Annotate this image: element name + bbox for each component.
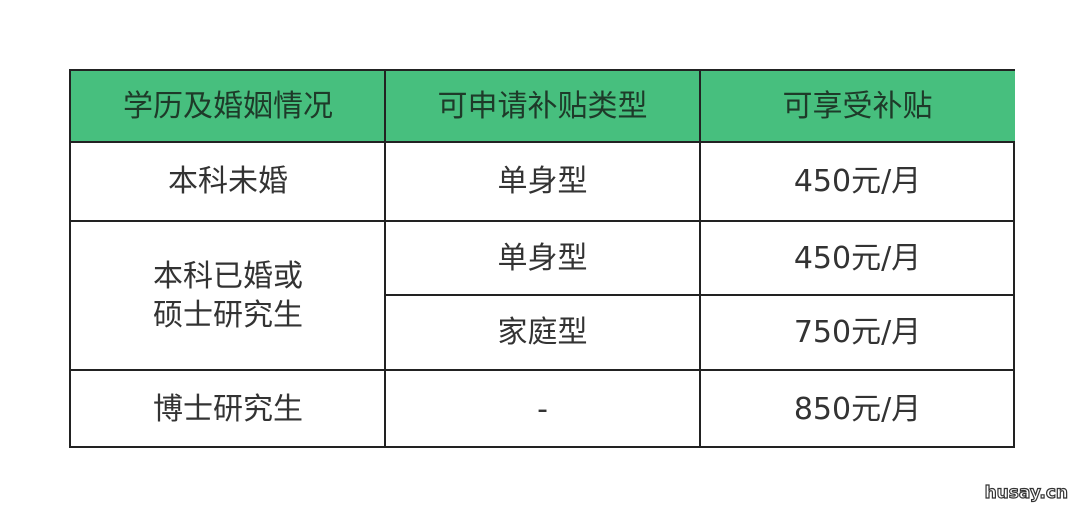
cell-amount: 850元/月	[793, 391, 922, 427]
row-divider	[71, 369, 1015, 371]
cell-type: 单身型	[497, 164, 588, 199]
header-education-marital: 学历及婚姻情况	[71, 71, 385, 142]
cell-amount: 450元/月	[793, 240, 922, 276]
column-divider	[384, 71, 386, 448]
watermark: husay.cn	[984, 482, 1069, 503]
header-subsidy-amount: 可享受补贴	[700, 71, 1015, 142]
status-line-2: 硕士研究生	[153, 297, 303, 333]
cell-amount: 450元/月	[793, 164, 922, 199]
cell-status: 博士研究生	[153, 391, 303, 427]
column-divider	[699, 71, 701, 448]
cell-status: 本科未婚	[168, 164, 288, 199]
cell-type: -	[537, 391, 548, 427]
row-divider	[71, 141, 1015, 143]
row-divider	[385, 294, 1015, 296]
header-subsidy-type: 可申请补贴类型	[385, 71, 700, 142]
subsidy-table: 学历及婚姻情况 可申请补贴类型 可享受补贴 本科未婚 单身型 450元/月 本科…	[69, 69, 1015, 448]
cell-type: 家庭型	[497, 315, 588, 350]
cell-status-merged: 本科已婚或 硕士研究生	[71, 221, 385, 370]
cell-amount: 750元/月	[793, 315, 922, 350]
cell-type: 单身型	[497, 240, 588, 276]
status-line-1: 本科已婚或	[153, 258, 303, 294]
row-divider	[71, 220, 1015, 222]
